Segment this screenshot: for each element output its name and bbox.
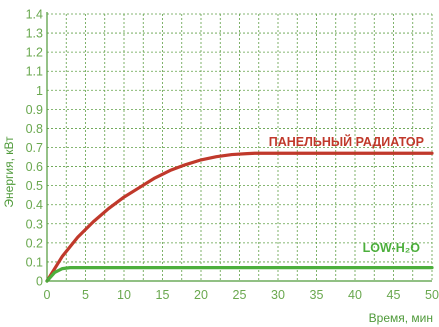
grid <box>47 13 433 281</box>
y-tick-label: 1 <box>36 84 43 98</box>
x-axis-title: Время, мин <box>369 311 433 325</box>
y-tick-label: 0.9 <box>26 103 43 117</box>
y-tick-label: 0.2 <box>26 236 43 250</box>
y-tick-label: 1.4 <box>26 8 43 22</box>
y-tick-label: 1.2 <box>26 46 43 60</box>
x-tick-label: 15 <box>156 288 170 302</box>
y-tick-label: 0.8 <box>26 122 43 136</box>
x-tick-label: 25 <box>233 288 247 302</box>
y-tick-label: 0.3 <box>26 217 43 231</box>
y-tick-label: 0.1 <box>26 255 43 269</box>
y-tick-label: 0 <box>36 275 43 289</box>
x-tick-label: 45 <box>387 288 401 302</box>
y-axis-title: Энергия, кВт <box>2 136 16 208</box>
series-label-low-h2o: LOW-H₂O <box>363 241 421 255</box>
x-tick-label: 0 <box>44 288 51 302</box>
tick-labels: 0 0.1 0.2 0.3 0.4 0.5 0.6 0.7 0.8 0.9 1 1.1 1.2 1.3 1.… <box>26 8 439 303</box>
series-label-panel-radiator: ПАНЕЛЬНЫЙ РАДИАТОР <box>269 134 424 149</box>
y-tick-label: 0.6 <box>26 160 43 174</box>
axes <box>46 12 432 282</box>
y-tick-label: 0.7 <box>26 141 43 155</box>
y-tick-label: 1.3 <box>26 27 43 41</box>
x-tick-label: 35 <box>310 288 324 302</box>
y-tick-label: 0.5 <box>26 179 43 193</box>
series-line-low-h2o <box>45 266 434 283</box>
x-tick-label: 20 <box>194 288 208 302</box>
y-tick-label: 1.1 <box>26 65 43 79</box>
x-tick-label: 10 <box>117 288 131 302</box>
series-lines <box>45 151 434 283</box>
x-tick-label: 40 <box>348 288 362 302</box>
y-tick-label: 0.4 <box>26 198 43 212</box>
x-tick-label: 5 <box>82 288 89 302</box>
x-tick-label: 50 <box>425 288 439 302</box>
series-line-panel-radiator <box>45 151 434 283</box>
x-tick-label: 30 <box>271 288 285 302</box>
